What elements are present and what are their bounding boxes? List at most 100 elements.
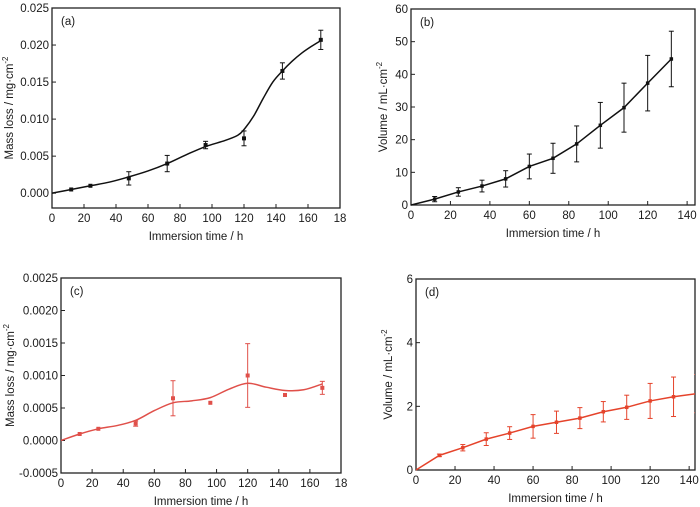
fit-curve — [52, 39, 322, 194]
x-tick-label: 60 — [148, 478, 161, 490]
y-tick-label: 0.010 — [20, 114, 49, 126]
data-point — [507, 431, 512, 435]
y-tick-label: 0.0000 — [23, 436, 58, 448]
x-tick-label: 80 — [174, 213, 187, 225]
y-axis-title: Mass loss / mg·cm-2 — [2, 323, 17, 427]
x-tick-label: 100 — [202, 213, 221, 225]
y-tick-label: 0 — [402, 200, 408, 212]
data-point — [456, 190, 461, 194]
data-point — [280, 68, 285, 73]
data-point — [318, 37, 323, 42]
y-tick-label: 0.000 — [20, 188, 49, 200]
data-point — [645, 81, 650, 85]
data-point — [622, 105, 626, 110]
x-tick-label: 60 — [527, 475, 540, 487]
x-tick-label: 40 — [488, 475, 501, 487]
y-axis-title-superscript: -2 — [375, 61, 384, 69]
data-point — [283, 393, 287, 397]
data-point — [208, 400, 213, 405]
x-tick-label: 140 — [266, 213, 285, 225]
y-tick-label: 10 — [395, 167, 408, 179]
y-tick-label: 2 — [407, 401, 413, 413]
data-point — [695, 392, 699, 396]
axes-frame — [60, 277, 342, 474]
y-tick-label: 6 — [407, 274, 413, 286]
series-line — [411, 58, 672, 206]
x-tick-label: 0 — [49, 213, 55, 225]
y-tick-label: 0.0015 — [23, 338, 58, 350]
x-tick-label: 0 — [413, 475, 419, 487]
plot-area — [416, 374, 699, 471]
data-point — [461, 445, 465, 450]
data-point — [480, 184, 484, 188]
data-point — [96, 426, 101, 431]
x-tick-label: 60 — [523, 210, 536, 222]
panel-label: (d) — [425, 287, 439, 299]
data-point — [437, 453, 442, 458]
x-axis-title: Immersion time / h — [506, 228, 601, 240]
x-tick-label: 40 — [110, 213, 123, 225]
x-tick-label: 20 — [444, 210, 457, 222]
x-tick-label: 40 — [483, 210, 496, 222]
x-tick-label: 140 — [680, 475, 699, 487]
y-axis-title-main: Volume / mL·cm — [378, 69, 390, 152]
data-point — [551, 156, 555, 161]
panel-a: 0 20 40 60 80 100 120 140 160 18 0.000 0.005 0.010 0.… — [1, 3, 346, 243]
plot-area — [61, 343, 325, 442]
y-axis-title: Volume / mL·cm-2 — [375, 61, 390, 152]
data-point — [554, 420, 559, 424]
x-tick-label: 140 — [269, 478, 288, 490]
x-axis-title: Immersion time / h — [154, 496, 249, 507]
y-tick-label: 0.025 — [20, 3, 49, 15]
x-tick-label: 140 — [678, 210, 697, 222]
panel-label: (c) — [70, 286, 84, 298]
x-tick-label: 100 — [207, 478, 226, 490]
x-tick-label: 18 — [335, 478, 348, 490]
y-tick-label: 60 — [395, 4, 408, 16]
panel-b: 0 20 40 60 80 100 120 140 0 10 20 30 40 50 60 Immersion… — [375, 4, 697, 240]
y-axis-title-superscript: -2 — [380, 329, 389, 337]
data-point — [503, 177, 508, 181]
data-point — [69, 187, 74, 192]
x-tick-label: 40 — [117, 478, 130, 490]
x-tick-label: 0 — [408, 210, 414, 222]
data-point — [242, 136, 246, 141]
x-tick-label: 80 — [562, 210, 575, 222]
data-point — [165, 161, 170, 166]
axes-frame — [51, 7, 341, 209]
x-axis-title: Immersion time / h — [508, 493, 603, 505]
data-point — [203, 143, 208, 148]
panel-label: (a) — [61, 16, 75, 28]
y-tick-label: 0.0005 — [23, 403, 58, 415]
data-point — [531, 424, 535, 429]
x-tick-label: 120 — [238, 478, 257, 490]
y-axis-title-superscript: -2 — [1, 56, 10, 64]
data-point — [133, 421, 138, 426]
x-tick-label: 100 — [599, 210, 618, 222]
x-tick-label: 0 — [58, 478, 64, 490]
y-tick-label: 0.0025 — [23, 273, 58, 285]
data-point — [432, 197, 437, 201]
x-tick-label: 20 — [78, 213, 91, 225]
y-tick-label: 0.0020 — [23, 306, 58, 318]
x-tick-label: 120 — [641, 475, 660, 487]
x-tick-label: 80 — [566, 475, 579, 487]
x-tick-label: 120 — [234, 213, 253, 225]
y-axis-title: Volume / mL·cm-2 — [380, 329, 395, 420]
x-tick-label: 100 — [602, 475, 621, 487]
y-tick-label: 20 — [395, 135, 408, 147]
data-point — [171, 396, 175, 401]
panel-c: 0 20 40 60 80 100 120 140 160 18 -0.0005 0.0000 0.00… — [2, 273, 347, 507]
y-tick-label: 30 — [395, 102, 408, 114]
x-tick-label: 80 — [179, 478, 192, 490]
y-tick-label: 40 — [395, 69, 408, 81]
axes-frame — [410, 8, 696, 206]
y-axis-title-superscript: -2 — [2, 323, 11, 331]
data-point — [88, 183, 93, 188]
data-point — [671, 395, 676, 399]
data-point — [648, 399, 652, 403]
y-tick-label: 0.020 — [20, 40, 49, 52]
x-tick-label: 160 — [298, 213, 317, 225]
x-tick-label: 20 — [449, 475, 462, 487]
